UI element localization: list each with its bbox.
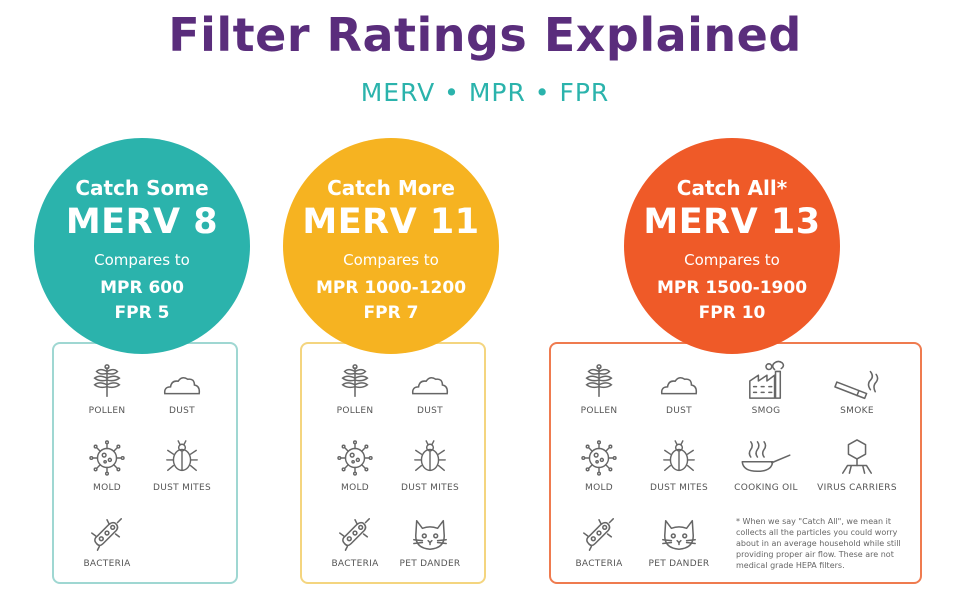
contaminant-label: BACTERIA [331, 559, 379, 569]
contaminant-label: DUST [666, 406, 692, 416]
dust-icon [385, 360, 475, 400]
frying-pan-icon [721, 437, 811, 477]
dust-mite-icon [634, 437, 724, 477]
cat-icon [385, 513, 475, 553]
contaminant-label: MOLD [585, 483, 613, 493]
contaminant-item: DUST MITES [634, 437, 724, 493]
contaminant-item: DUST MITES [385, 437, 475, 493]
contaminant-item: DUST [634, 360, 724, 416]
contaminant-item: DUST [385, 360, 475, 416]
contaminant-item: PET DANDER [634, 513, 724, 569]
factory-icon [721, 360, 811, 400]
pollen-icon [310, 360, 400, 400]
merv13-catch-label: Catch All* [676, 176, 788, 200]
dust-mite-icon [137, 437, 227, 477]
virus-icon [812, 437, 902, 477]
catch-all-footnote: * When we say "Catch All", we mean it co… [736, 517, 901, 570]
contaminant-item: COOKING OIL [721, 437, 811, 493]
dust-mite-icon [385, 437, 475, 477]
mold-icon [554, 437, 644, 477]
contaminant-item: POLLEN [554, 360, 644, 416]
merv11-fpr: FPR 7 [363, 303, 419, 323]
contaminant-label: BACTERIA [83, 559, 131, 569]
contaminant-label: COOKING OIL [734, 483, 798, 493]
merv13-circle: Catch All* MERV 13 Compares to MPR 1500-… [624, 138, 840, 354]
pollen-icon [62, 360, 152, 400]
merv8-circle: Catch Some MERV 8 Compares to MPR 600 FP… [34, 138, 250, 354]
contaminant-label: DUST [417, 406, 443, 416]
page-subtitle: MERV • MPR • FPR [360, 78, 610, 107]
contaminant-label: DUST MITES [401, 483, 459, 493]
contaminant-label: POLLEN [88, 406, 126, 416]
contaminant-item: SMOKE [812, 360, 902, 416]
merv8-panel [52, 342, 238, 584]
bacteria-icon [554, 513, 644, 553]
page-title: Filter Ratings Explained [168, 8, 802, 62]
contaminant-item: DUST MITES [137, 437, 227, 493]
merv13-compares: Compares to [684, 251, 780, 269]
contaminant-label: SMOKE [840, 406, 874, 416]
contaminant-item: MOLD [62, 437, 152, 493]
cigarette-icon [812, 360, 902, 400]
contaminant-item: BACTERIA [310, 513, 400, 569]
pollen-icon [554, 360, 644, 400]
contaminant-label: PET DANDER [648, 559, 710, 569]
merv11-panel [300, 342, 486, 584]
merv8-rating: MERV 8 [65, 202, 219, 242]
contaminant-label: DUST MITES [153, 483, 211, 493]
merv8-fpr: FPR 5 [114, 303, 170, 323]
contaminant-label: PET DANDER [399, 559, 461, 569]
bacteria-icon [62, 513, 152, 553]
contaminant-label: DUST [169, 406, 195, 416]
contaminant-label: POLLEN [580, 406, 618, 416]
mold-icon [62, 437, 152, 477]
contaminant-item: SMOG [721, 360, 811, 416]
dust-icon [137, 360, 227, 400]
contaminant-item: VIRUS CARRIERS [812, 437, 902, 493]
mold-icon [310, 437, 400, 477]
contaminant-label: BACTERIA [575, 559, 623, 569]
merv11-compares: Compares to [343, 251, 439, 269]
merv13-panel [549, 342, 922, 584]
merv11-circle: Catch More MERV 11 Compares to MPR 1000-… [283, 138, 499, 354]
contaminant-item: PET DANDER [385, 513, 475, 569]
contaminant-label: MOLD [93, 483, 121, 493]
contaminant-item: DUST [137, 360, 227, 416]
merv11-rating: MERV 11 [302, 202, 480, 242]
merv8-compares: Compares to [94, 251, 190, 269]
contaminant-item: BACTERIA [554, 513, 644, 569]
contaminant-label: SMOG [751, 406, 781, 416]
contaminant-item: POLLEN [310, 360, 400, 416]
contaminant-item: MOLD [310, 437, 400, 493]
contaminant-item: POLLEN [62, 360, 152, 416]
merv8-catch-label: Catch Some [75, 176, 209, 200]
cat-icon [634, 513, 724, 553]
bacteria-icon [310, 513, 400, 553]
dust-icon [634, 360, 724, 400]
merv11-mpr: MPR 1000-1200 [315, 278, 467, 298]
contaminant-label: DUST MITES [650, 483, 708, 493]
merv13-rating: MERV 13 [643, 202, 821, 242]
merv13-fpr: FPR 10 [698, 303, 766, 323]
merv8-mpr: MPR 600 [100, 278, 184, 298]
merv13-mpr: MPR 1500-1900 [656, 278, 808, 298]
contaminant-label: MOLD [341, 483, 369, 493]
contaminant-label: VIRUS CARRIERS [817, 483, 897, 493]
merv11-catch-label: Catch More [327, 176, 455, 200]
contaminant-item: MOLD [554, 437, 644, 493]
contaminant-label: POLLEN [336, 406, 374, 416]
contaminant-item: BACTERIA [62, 513, 152, 569]
